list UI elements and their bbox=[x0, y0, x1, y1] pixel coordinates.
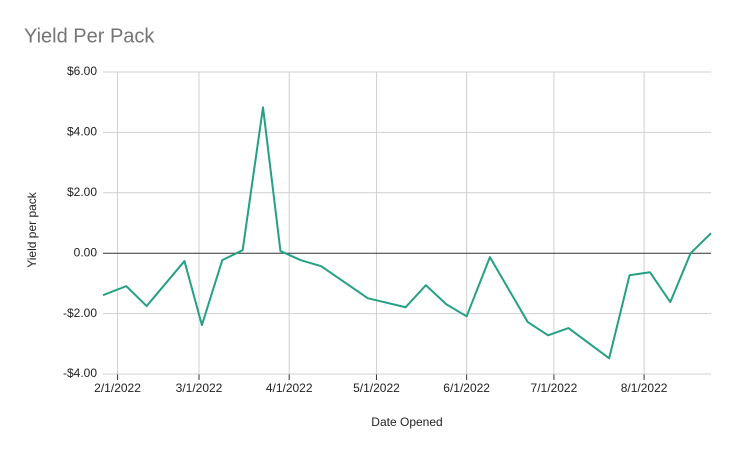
x-tick-label: 4/1/2022 bbox=[266, 381, 313, 395]
y-axis-label: Yield per pack bbox=[25, 191, 39, 268]
x-tick-label: 6/1/2022 bbox=[443, 381, 490, 395]
x-tick-label: 2/1/2022 bbox=[94, 381, 141, 395]
x-tick-label: 8/1/2022 bbox=[621, 381, 668, 395]
x-axis-label: Date Opened bbox=[371, 415, 442, 429]
x-tick-label: 3/1/2022 bbox=[176, 381, 223, 395]
chart-title: Yield Per Pack bbox=[24, 25, 155, 47]
y-tick-label: $6.00 bbox=[67, 64, 97, 78]
x-tick-label: 5/1/2022 bbox=[353, 381, 400, 395]
data-line bbox=[102, 106, 712, 360]
y-tick-label: $2.00 bbox=[67, 185, 97, 199]
y-tick-label: 0.00 bbox=[74, 245, 98, 259]
x-tick-label: 7/1/2022 bbox=[531, 381, 578, 395]
y-tick-label: -$4.00 bbox=[63, 366, 97, 380]
y-tick-label: $4.00 bbox=[67, 125, 97, 139]
y-tick-label: -$2.00 bbox=[63, 306, 97, 320]
